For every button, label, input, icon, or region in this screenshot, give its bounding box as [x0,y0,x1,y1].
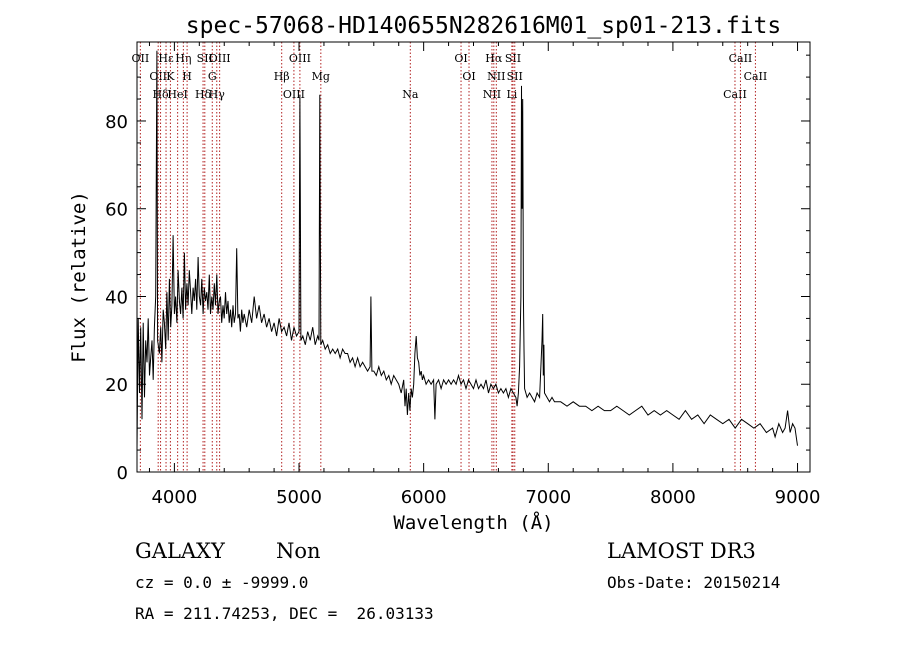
line-label: SII [507,70,523,83]
y-tick-label: 60 [105,200,128,221]
line-label: OIII [209,52,231,65]
line-label: Li [506,88,517,101]
spectrum-line [136,50,798,451]
y-tick-label: 20 [105,375,128,396]
line-label: Hε [158,52,174,65]
x-axis-label: Wavelength (Å) [393,511,553,534]
y-axis-label: Flux (relative) [68,191,90,363]
line-label: OIII [289,52,311,65]
x-tick-label: 6000 [401,487,447,508]
line-label: Hγ [209,88,226,101]
line-label: OII [132,52,150,65]
coordinates-readout: RA = 211.74253, DEC = 26.03133 [135,604,434,623]
line-label: CaII [729,52,753,65]
line-label: HeI [167,88,187,101]
line-label: SII [505,52,521,65]
line-label: Na [402,88,419,101]
observation-date: Obs-Date: 20150214 [607,573,781,592]
line-label: NII [487,70,505,83]
y-tick-label: 80 [105,112,128,133]
line-label: Hη [175,52,191,65]
y-tick-label: 40 [105,287,128,308]
survey-name: LAMOST DR3 [607,539,756,563]
plot-frame [136,41,811,473]
line-label: OII [149,70,167,83]
line-label: G [208,70,217,83]
object-subclass: Non [276,539,321,563]
line-label: SII [197,52,213,65]
spectrum-chart: spec-57068-HD140655N282616M01_sp01-213.f… [68,13,821,534]
line-label: Hα [485,52,503,65]
x-tick-label: 9000 [775,487,821,508]
line-label: H [182,70,192,83]
line-label: CaII [723,88,747,101]
line-label: Hδ [195,88,212,101]
x-tick-label: 4000 [151,487,197,508]
line-label: Hβ [274,70,290,83]
line-label: OIII [283,88,305,101]
line-label: CaII [744,70,768,83]
redshift-readout: cz = 0.0 ± -9999.0 [135,573,309,592]
y-tick-label: 0 [117,463,128,484]
line-label: Mg [312,70,330,83]
object-class: GALAXY [135,539,225,563]
line-label: NII [483,88,501,101]
line-label: OI [454,52,467,65]
chart-title: spec-57068-HD140655N282616M01_sp01-213.f… [186,13,781,39]
x-tick-label: 7000 [525,487,571,508]
line-label: OI [462,70,475,83]
x-tick-label: 8000 [650,487,696,508]
x-tick-label: 5000 [276,487,322,508]
line-label: K [166,70,175,83]
